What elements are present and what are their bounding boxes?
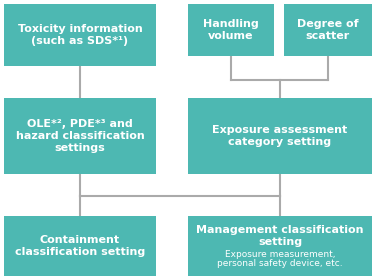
Text: setting: setting — [258, 237, 302, 247]
FancyBboxPatch shape — [4, 216, 156, 276]
Text: Management classification: Management classification — [196, 225, 364, 235]
FancyBboxPatch shape — [188, 216, 372, 276]
Text: hazard classification: hazard classification — [16, 131, 144, 141]
FancyBboxPatch shape — [4, 98, 156, 174]
Text: Handling: Handling — [203, 19, 259, 29]
FancyBboxPatch shape — [284, 4, 372, 56]
Text: (such as SDS*¹): (such as SDS*¹) — [32, 36, 129, 46]
Text: Containment: Containment — [40, 235, 120, 245]
FancyBboxPatch shape — [188, 98, 372, 174]
Text: volume: volume — [208, 31, 254, 41]
Text: settings: settings — [55, 143, 105, 153]
Text: OLE*², PDE*³ and: OLE*², PDE*³ and — [27, 119, 133, 129]
Text: Exposure assessment: Exposure assessment — [212, 125, 348, 135]
Text: Degree of: Degree of — [297, 19, 359, 29]
Text: Exposure measurement,: Exposure measurement, — [225, 250, 335, 259]
Text: classification setting: classification setting — [15, 247, 145, 257]
FancyBboxPatch shape — [188, 4, 274, 56]
Text: scatter: scatter — [306, 31, 350, 41]
Text: category setting: category setting — [229, 137, 332, 147]
FancyBboxPatch shape — [4, 4, 156, 66]
Text: Toxicity information: Toxicity information — [18, 24, 143, 34]
Text: personal safety device, etc.: personal safety device, etc. — [217, 260, 343, 269]
